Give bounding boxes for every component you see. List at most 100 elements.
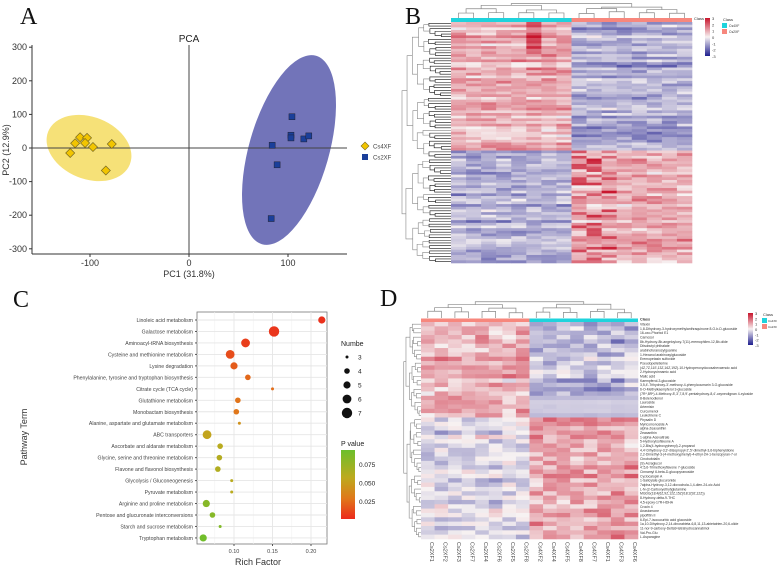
heatmap-cell bbox=[475, 417, 490, 423]
row-dendrogram-branch bbox=[417, 341, 421, 347]
heatmap-cell bbox=[586, 96, 602, 100]
heatmap-cell bbox=[461, 400, 476, 405]
heatmap-cell bbox=[583, 452, 598, 457]
heatmap-cell bbox=[583, 404, 598, 410]
heatmap-cell bbox=[541, 75, 557, 79]
row-label: MGDG(18:4(6Z,9Z,12Z,15Z)/18:2(9Z,12Z)) bbox=[640, 492, 705, 496]
heatmap-cell bbox=[481, 225, 497, 229]
pathway-label: ABC transporters bbox=[153, 433, 193, 439]
row-dendrogram-branch bbox=[433, 143, 451, 149]
heatmap-cell bbox=[597, 382, 612, 388]
heatmap-cell bbox=[526, 51, 542, 55]
heatmap-cell bbox=[624, 443, 639, 449]
row-dendrogram-branch bbox=[416, 243, 423, 256]
heatmap-cell bbox=[631, 260, 648, 264]
row-dendrogram-branch bbox=[412, 36, 419, 75]
row-dendrogram-branch bbox=[429, 140, 451, 147]
heatmap-cell bbox=[661, 249, 678, 253]
heatmap-cell bbox=[496, 155, 512, 159]
heatmap-cell bbox=[597, 443, 612, 449]
row-label: Leukotriene C bbox=[640, 414, 662, 418]
heatmap-cell bbox=[496, 246, 512, 250]
heatmap-cell bbox=[421, 508, 435, 514]
heatmap-cell bbox=[511, 145, 527, 149]
heatmap-cell bbox=[597, 330, 612, 336]
heatmap-cell bbox=[646, 206, 663, 210]
heatmap-cell bbox=[556, 254, 572, 258]
heatmap-cell bbox=[529, 352, 544, 358]
row-dendrogram-branch bbox=[418, 27, 424, 47]
heatmap-cell bbox=[616, 196, 633, 200]
heatmap-cell bbox=[676, 115, 693, 119]
heatmap-cell bbox=[466, 155, 482, 159]
heatmap-cell bbox=[676, 209, 693, 213]
heatmap-cell bbox=[466, 166, 482, 170]
heatmap-cell bbox=[526, 171, 542, 175]
heatmap-cell bbox=[434, 534, 449, 540]
heatmap-cell bbox=[646, 249, 663, 253]
heatmap-cell bbox=[597, 322, 612, 327]
row-dendrogram-branch bbox=[429, 28, 451, 34]
heatmap-cell bbox=[631, 257, 648, 261]
heatmap-cell bbox=[676, 59, 693, 63]
heatmap-cell bbox=[556, 75, 572, 79]
heatmap-cell bbox=[529, 517, 544, 522]
heatmap-cell bbox=[586, 113, 602, 117]
heatmap-cell bbox=[451, 46, 467, 50]
heatmap-cell bbox=[583, 382, 598, 388]
heatmap-cell bbox=[421, 517, 435, 522]
heatmap-cell bbox=[529, 460, 544, 466]
legend-marker-cs2xf bbox=[362, 154, 368, 160]
heatmap-cell bbox=[556, 54, 572, 58]
heatmap-cell bbox=[451, 88, 467, 92]
enrichment-bubble-plot: Rich Factor Pathway Term Numbe P value 0… bbox=[19, 311, 376, 567]
heatmap-cell bbox=[571, 204, 587, 208]
heatmap-cell bbox=[481, 40, 497, 44]
heatmap-cell bbox=[434, 348, 449, 353]
heatmap-cell bbox=[541, 88, 557, 92]
row-dendrogram-branch bbox=[434, 114, 451, 118]
heatmap-cell bbox=[488, 421, 503, 427]
row-label: Vitexin bbox=[640, 322, 650, 326]
heatmap-cell bbox=[661, 67, 678, 71]
heatmap-cell bbox=[646, 38, 663, 42]
bubble-point bbox=[202, 430, 212, 440]
heatmap-cell bbox=[556, 391, 571, 397]
heatmap-cell bbox=[556, 241, 572, 245]
color-scale-tick: -2 bbox=[712, 48, 716, 53]
row-dendrogram-branch bbox=[428, 223, 451, 228]
heatmap-cell bbox=[451, 91, 467, 95]
heatmap-cell bbox=[601, 67, 617, 71]
heatmap-cell bbox=[601, 188, 617, 191]
heatmap-cell bbox=[571, 35, 587, 39]
heatmap-cell bbox=[526, 246, 542, 250]
heatmap-cell bbox=[496, 214, 512, 218]
heatmap-cell bbox=[556, 204, 572, 208]
heatmap-cell bbox=[434, 330, 449, 336]
heatmap-cell bbox=[661, 131, 678, 135]
heatmap-cell bbox=[661, 257, 678, 261]
heatmap-cell bbox=[624, 330, 639, 336]
heatmap-cell bbox=[646, 56, 663, 60]
heatmap-cell bbox=[496, 177, 512, 181]
heatmap-cell bbox=[511, 155, 527, 159]
row-label: 2-Hydroxycinnamic acid bbox=[640, 370, 676, 374]
heatmap-cell bbox=[434, 452, 449, 457]
heatmap-cell bbox=[601, 24, 617, 28]
heatmap-cell bbox=[481, 163, 497, 167]
heatmap-cell bbox=[586, 131, 602, 135]
heatmap-cell bbox=[597, 491, 612, 496]
heatmap-cell bbox=[461, 504, 476, 509]
heatmap-cell bbox=[631, 48, 648, 52]
heatmap-cell bbox=[597, 495, 612, 501]
heatmap-cell bbox=[586, 257, 602, 261]
heatmap-cell bbox=[481, 254, 497, 258]
heatmap-cell bbox=[586, 155, 602, 159]
panel-label-a: A bbox=[20, 4, 38, 30]
heatmap-cell bbox=[616, 72, 633, 76]
heatmap-cell bbox=[661, 206, 678, 210]
heatmap-cell bbox=[571, 123, 587, 127]
heatmap-cell bbox=[583, 365, 598, 371]
heatmap-cell bbox=[529, 339, 544, 344]
heatmap-cell bbox=[586, 198, 602, 202]
